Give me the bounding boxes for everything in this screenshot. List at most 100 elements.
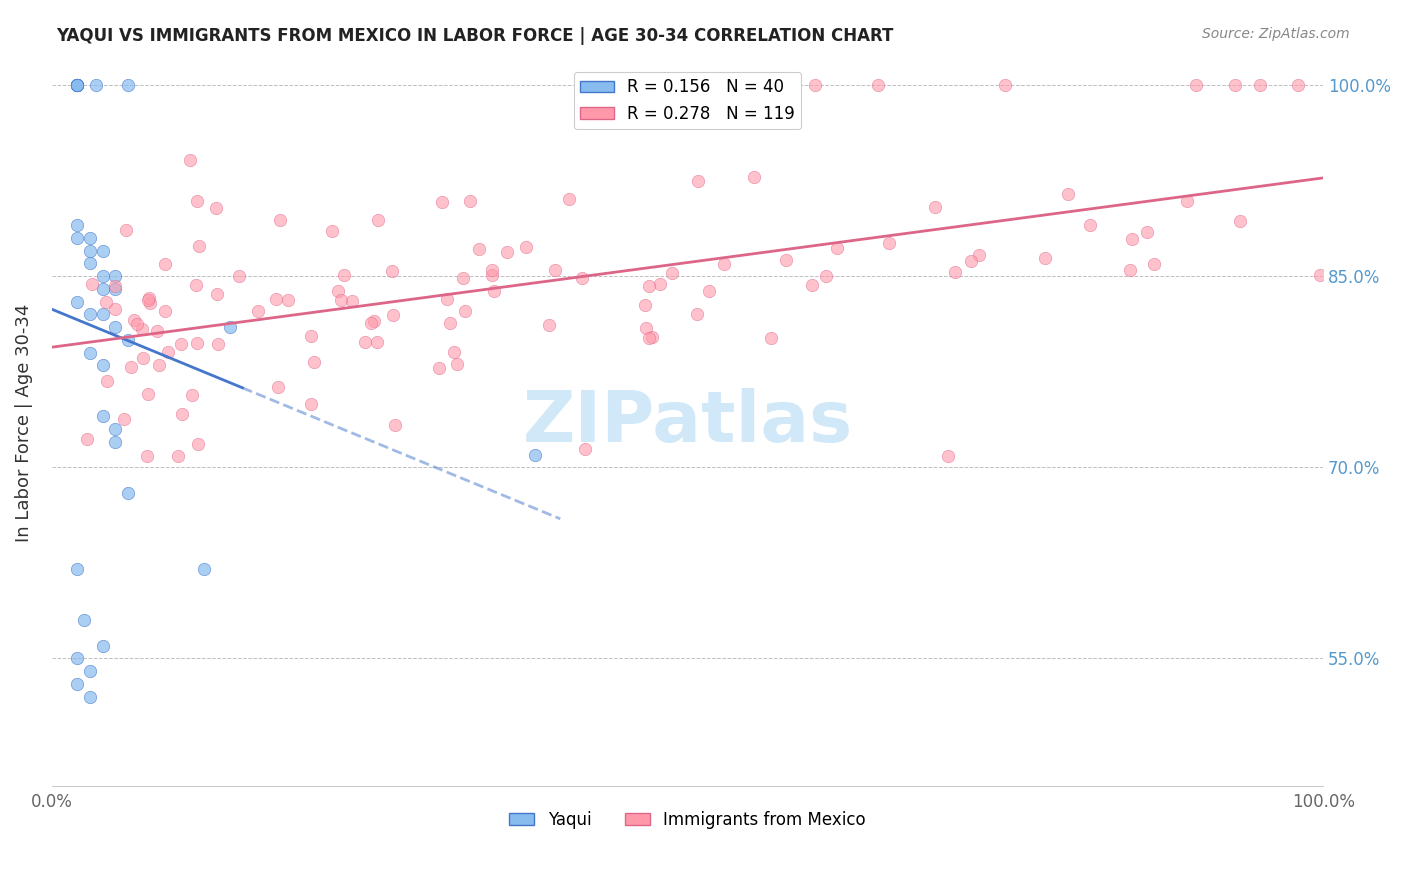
Point [648,277,671,291]
Point [186,335,208,350]
Point [333,268,356,282]
Point [148,358,170,372]
Point [104,269,127,284]
Point [104,282,127,296]
Point [381,263,404,277]
Point [496,244,519,259]
Point [82,277,104,291]
Point [382,308,405,322]
Point [742,169,765,184]
Point [688,174,710,188]
Point [66,78,89,92]
Point [125,317,148,331]
Point [104,302,127,317]
Legend: Yaqui, Immigrants from Mexico: Yaqui, Immigrants from Mexico [503,805,872,836]
Point [104,279,127,293]
Point [523,448,546,462]
Point [800,278,823,293]
Point [66,651,89,665]
Point [66,78,89,92]
Point [79,231,101,245]
Point [960,254,983,268]
Point [1033,251,1056,265]
Point [66,218,89,232]
Point [1121,232,1143,246]
Point [269,213,291,227]
Point [1175,194,1198,209]
Point [91,639,114,653]
Point [446,357,468,371]
Point [79,690,101,704]
Point [79,244,101,258]
Point [79,664,101,678]
Point [79,345,101,359]
Point [193,562,215,576]
Point [181,388,204,402]
Point [114,223,136,237]
Point [247,304,270,318]
Point [427,360,450,375]
Point [117,485,139,500]
Point [72,613,94,627]
Point [574,442,596,457]
Point [697,285,720,299]
Point [153,303,176,318]
Point [187,437,209,451]
Point [713,257,735,271]
Point [131,321,153,335]
Point [967,248,990,262]
Point [775,253,797,268]
Point [558,192,581,206]
Point [360,316,382,330]
Point [366,335,388,350]
Point [277,293,299,307]
Point [264,293,287,307]
Point [79,256,101,270]
Point [184,277,207,292]
Point [91,359,114,373]
Point [188,239,211,253]
Point [363,314,385,328]
Point [138,293,160,307]
Point [994,78,1017,92]
Point [1143,257,1166,271]
Point [122,313,145,327]
Point [936,449,959,463]
Point [1080,218,1102,232]
Point [1136,225,1159,239]
Point [740,78,762,92]
Point [301,397,323,411]
Point [943,265,966,279]
Point [877,236,900,251]
Point [482,284,505,298]
Point [814,269,837,284]
Point [66,677,89,691]
Point [443,345,465,359]
Point [330,293,353,308]
Point [1286,78,1309,92]
Point [328,284,350,298]
Point [634,320,657,334]
Point [218,320,240,334]
Point [153,257,176,271]
Point [66,78,89,92]
Point [66,294,89,309]
Point [299,329,322,343]
Point [170,337,193,351]
Point [571,271,593,285]
Point [924,200,946,214]
Point [204,202,226,216]
Point [454,303,477,318]
Point [104,422,127,436]
Point [367,212,389,227]
Point [167,449,190,463]
Point [228,268,250,283]
Y-axis label: In Labor Force | Age 30-34: In Labor Force | Age 30-34 [15,303,32,541]
Point [207,287,229,301]
Point [354,335,377,350]
Text: Source: ZipAtlas.com: Source: ZipAtlas.com [1202,27,1350,41]
Point [136,450,159,464]
Point [633,298,655,312]
Point [66,231,89,245]
Point [458,194,481,208]
